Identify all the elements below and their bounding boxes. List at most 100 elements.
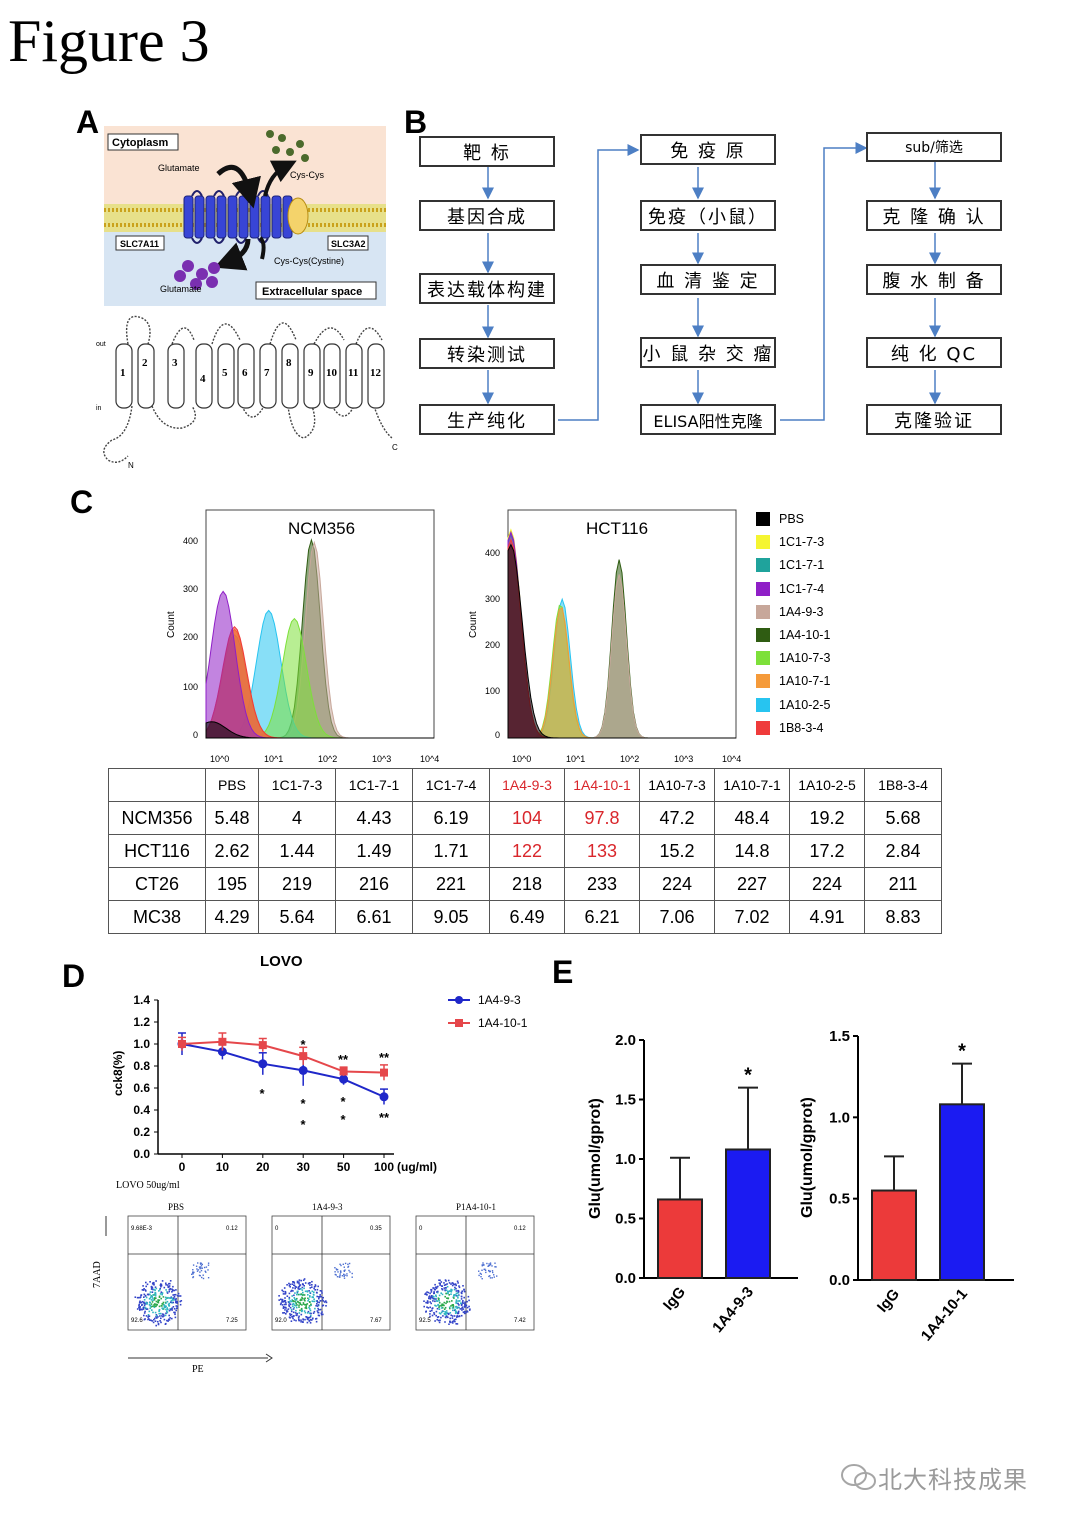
cell-dot: [334, 1271, 336, 1273]
legend-item-1a4-10-1: 1A4-10-1: [756, 628, 830, 642]
cell-dot: [458, 1286, 461, 1289]
category-label: IgG: [660, 1284, 689, 1314]
cell-dot: [147, 1314, 150, 1316]
ncm-xtick-1: 10^0: [210, 754, 229, 764]
cell-dot: [457, 1294, 460, 1297]
cell-dot: [463, 1289, 465, 1291]
cell-dot: [317, 1307, 319, 1310]
legend-label: 1C1-7-3: [779, 535, 825, 550]
cell-dot: [465, 1305, 467, 1308]
flow-step-serum-test: 血 清 鉴 定: [640, 264, 776, 295]
hct-xtick-100: 10^2: [620, 754, 639, 764]
cell-dot: [432, 1295, 434, 1298]
cell-dot: [437, 1297, 440, 1299]
dotplot-title: P1A4-10-1: [456, 1202, 496, 1212]
cell-dot: [451, 1317, 454, 1319]
cell-dot: [295, 1319, 297, 1322]
cell-dot: [296, 1281, 299, 1284]
cell-dot: [303, 1299, 306, 1301]
cell-dot: [200, 1262, 202, 1264]
legend-marker-1a4-10-1: [455, 1019, 463, 1027]
cell-dot: [203, 1266, 206, 1269]
cell-dot: [439, 1319, 441, 1322]
cell-dot: [307, 1297, 309, 1300]
star-50-top: **: [338, 1052, 349, 1067]
cell-dot: [461, 1307, 463, 1310]
cell-dot: [171, 1289, 174, 1292]
cell-dot: [450, 1283, 452, 1285]
cell-dot: [168, 1314, 170, 1317]
cell-dot: [168, 1285, 171, 1287]
cell-dot: [440, 1292, 442, 1294]
cell-dot: [296, 1280, 299, 1283]
cell-dot: [154, 1295, 157, 1297]
cell-dot: [447, 1279, 450, 1282]
cell-dot: [431, 1307, 433, 1310]
x-tick-label: 0: [179, 1160, 186, 1174]
cell-dot: [177, 1292, 180, 1295]
cell-dot: [338, 1276, 340, 1278]
segment-4: 4: [200, 373, 206, 385]
cell-dot: [448, 1306, 451, 1309]
cell-dot: [321, 1311, 323, 1313]
y-tick-label: 1.0: [615, 1151, 636, 1168]
cell-dot: [443, 1308, 446, 1310]
cell-dot: [143, 1301, 145, 1304]
x-tick-label: 20: [256, 1160, 270, 1174]
glu-bar-chart-1a4-10-1: Glu(umol/gprot) 0.0 0.5 1.0 1.5 IgG * 1A4-10-1: [799, 1028, 1014, 1344]
data-point: [258, 1059, 268, 1069]
star-100-top: **: [379, 1050, 390, 1065]
cell-dot: [172, 1285, 174, 1288]
cell-dot: [200, 1265, 203, 1267]
cell-dot: [295, 1302, 298, 1305]
cell-dot: [491, 1270, 494, 1272]
cell-dot: [444, 1295, 446, 1298]
cell-dot: [488, 1263, 490, 1265]
cell-dot: [468, 1309, 471, 1311]
cell-dot: [429, 1292, 431, 1295]
cell-dot: [433, 1288, 436, 1291]
cell-dot: [309, 1291, 311, 1294]
cell-dot: [137, 1296, 140, 1299]
cell-dot: [282, 1290, 285, 1293]
cell-dot: [456, 1280, 459, 1283]
cell-dot: [292, 1287, 294, 1289]
cell-dot: [168, 1319, 171, 1321]
cell-dot: [154, 1292, 157, 1294]
data-point: [299, 1052, 308, 1061]
cell-dot: [282, 1293, 285, 1295]
cell-dot: [313, 1287, 315, 1290]
cell-dot: [299, 1288, 302, 1290]
cell-dot: [309, 1308, 311, 1310]
cell-dot: [298, 1319, 300, 1322]
table-cell: 104: [489, 801, 565, 835]
cell-dot: [457, 1311, 460, 1314]
table-cell: 5.48: [205, 801, 259, 835]
histogram-ncm356-curves: [205, 538, 434, 739]
cell-dot: [430, 1288, 432, 1291]
cell-dot: [462, 1300, 464, 1302]
cell-dot: [152, 1311, 154, 1314]
cell-dot: [453, 1315, 456, 1317]
table-head-1a4-9-3: 1A4-9-3: [489, 768, 565, 802]
glu-ylabel: Glu(umol/gprot): [799, 1097, 816, 1218]
cell-dot: [346, 1273, 348, 1275]
cell-dot: [303, 1285, 305, 1287]
cell-dot: [444, 1321, 446, 1323]
cell-dot: [314, 1285, 317, 1287]
cell-dot: [171, 1317, 173, 1320]
cell-dot: [287, 1308, 290, 1310]
cell-dot: [314, 1289, 316, 1291]
cell-dot: [282, 1312, 284, 1314]
cell-dot: [286, 1310, 289, 1313]
cell-dot: [292, 1290, 294, 1292]
cell-dot: [283, 1306, 286, 1309]
cell-dot: [286, 1295, 289, 1297]
table-head-1c1-7-3: 1C1-7-3: [258, 768, 336, 802]
category-label: IgG: [874, 1286, 903, 1316]
dotplot-frame: [271, 1215, 391, 1331]
cell-dot: [322, 1304, 325, 1307]
cell-dot: [464, 1305, 466, 1308]
cell-dot: [296, 1304, 298, 1306]
series-line-1a4-10-1: [181, 1040, 385, 1074]
